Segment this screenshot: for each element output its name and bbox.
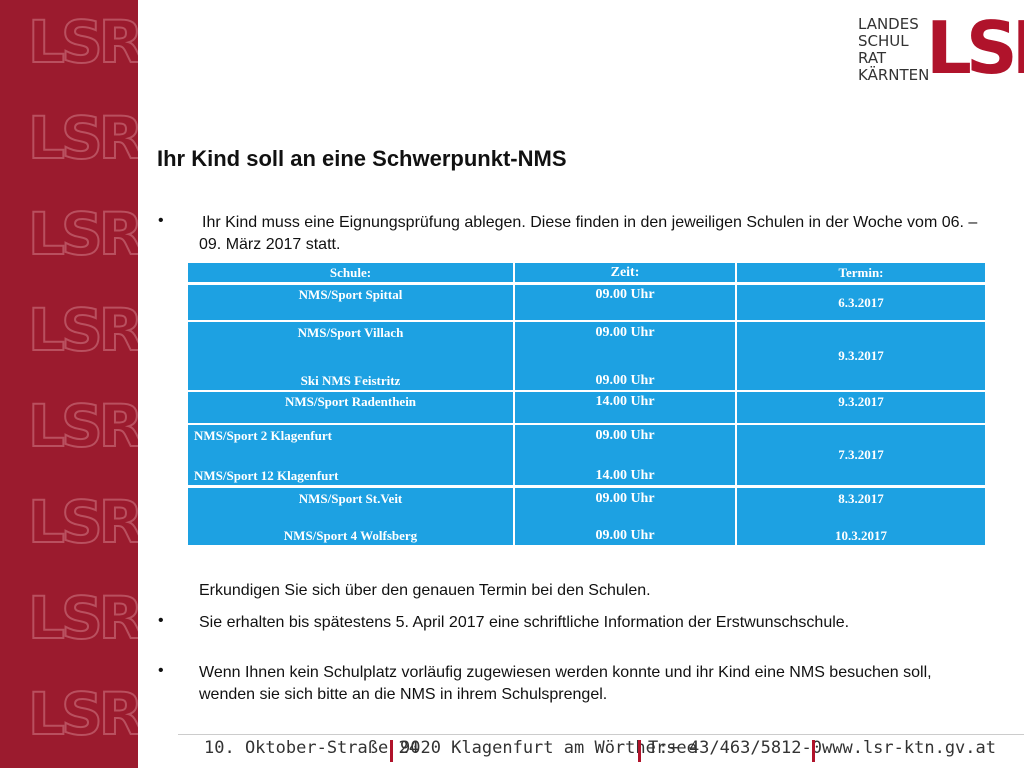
footer-line: [178, 734, 1024, 735]
cell-text: NMS/Sport Villach: [297, 325, 404, 340]
bullet: •: [158, 212, 164, 229]
cell-text: 14.00 Uhr: [595, 394, 655, 409]
table-cell: 09.00 Uhr 14.00 Uhr: [515, 425, 735, 485]
cell-text: NMS/Sport St.Veit: [298, 491, 403, 506]
footer-separator: [638, 740, 641, 762]
cell-text: 14.00 Uhr: [595, 468, 655, 483]
footer-separator: [812, 740, 815, 762]
cell-text: 7.3.2017: [838, 447, 884, 462]
slide-title: Ihr Kind soll an eine Schwerpunkt-NMS: [157, 146, 567, 171]
table-cell: 09.00 Uhr 09.00 Uhr: [515, 322, 735, 390]
table-cell: NMS/Sport Radenthein: [188, 392, 513, 423]
watermark: LSR: [27, 103, 138, 173]
footer-text: 10. Oktober-Straße 24: [204, 738, 419, 758]
header-cell: Termin:: [737, 263, 985, 282]
table-cell: 7.3.2017: [737, 425, 985, 485]
footer-text: www.lsr-ktn.gv.at: [822, 738, 996, 758]
cell-text: 09.00 Uhr: [595, 491, 655, 506]
footer: 10. Oktober-Straße 24 9020 Klagenfurt am …: [138, 730, 1024, 768]
cell-text: NMS/Sport 4 Wolfsberg: [283, 528, 418, 543]
cell-text: 8.3.2017: [838, 491, 884, 506]
cell-text: 9.3.2017: [838, 394, 884, 409]
logo-mark: LSR: [926, 6, 1024, 90]
bullet: •: [158, 612, 164, 629]
header-text: Schule:: [329, 265, 372, 280]
logo-line: SCHUL: [858, 32, 909, 50]
cell-text: 10.3.2017: [835, 528, 887, 543]
watermark: LSR: [27, 679, 138, 749]
watermark: LSR: [27, 583, 138, 653]
watermark: LSR: [27, 7, 138, 77]
cell-text: 09.00 Uhr: [595, 325, 655, 340]
cell-text: NMS/Sport Radenthein: [284, 394, 417, 409]
table-cell: 9.3.2017: [737, 392, 985, 423]
cell-text: 6.3.2017: [838, 294, 884, 310]
table-cell: 14.00 Uhr: [515, 392, 735, 423]
side-band: LSR LSR LSR LSR LSR LSR LSR LSR: [0, 0, 138, 768]
watermark: LSR: [27, 487, 138, 557]
cell-text: Ski NMS Feistritz: [300, 373, 401, 388]
cell-text: 9.3.2017: [838, 348, 884, 363]
cell-text: NMS/Sport 2 Klagenfurt: [194, 428, 332, 443]
table-cell: NMS/Sport St.Veit NMS/Sport 4 Wolfsberg: [188, 488, 513, 545]
footer-text: T:+ 43/463/5812-0: [648, 738, 822, 758]
bullet-text: Wenn Ihnen kein Schulplatz vorläufig zug…: [199, 664, 932, 703]
table-cell: 09.00 Uhr: [515, 285, 735, 320]
watermark: LSR: [27, 295, 138, 365]
bullet-text: Sie erhalten bis spätestens 5. April 201…: [199, 614, 850, 631]
bullet: •: [158, 662, 164, 679]
intro-text: Ihr Kind muss eine Eignungsprüfung ableg…: [199, 214, 978, 253]
table-cell: 09.00 Uhr 09.00 Uhr: [515, 488, 735, 545]
table-cell: 8.3.2017 10.3.2017: [737, 488, 985, 545]
cell-text: 09.00 Uhr: [595, 287, 655, 302]
cell-text: 09.00 Uhr: [595, 528, 655, 543]
table-cell: 9.3.2017: [737, 322, 985, 390]
logo-line: KÄRNTEN: [858, 66, 930, 84]
logo-text: LANDES SCHUL RAT KÄRNTEN: [858, 16, 929, 84]
watermark: LSR: [27, 199, 138, 269]
logo-line: RAT: [858, 49, 887, 67]
cell-text: 09.00 Uhr: [595, 428, 655, 443]
footer-separator: [390, 740, 393, 762]
table-cell: 6.3.2017: [737, 285, 985, 320]
header-cell: Zeit:: [515, 263, 735, 282]
header-cell: Schule:: [188, 263, 513, 282]
cell-text: NMS/Sport 12 Klagenfurt: [194, 468, 339, 483]
footer-text: 9020 Klagenfurt am Wörthersee: [400, 738, 697, 758]
header-text: Termin:: [838, 265, 884, 280]
table-cell: NMS/Sport Spittal: [188, 285, 513, 320]
watermark: LSR: [27, 391, 138, 461]
note-text: Erkundigen Sie sich über den genauen Ter…: [199, 582, 651, 599]
header-text: Zeit:: [610, 265, 640, 280]
cell-text: NMS/Sport Spittal: [298, 287, 403, 302]
table-cell: NMS/Sport Villach Ski NMS Feistritz: [188, 322, 513, 390]
cell-text: 09.00 Uhr: [595, 373, 655, 388]
table-cell: NMS/Sport 2 Klagenfurt NMS/Sport 12 Klage…: [188, 425, 513, 485]
logo-line: LANDES: [858, 15, 919, 33]
